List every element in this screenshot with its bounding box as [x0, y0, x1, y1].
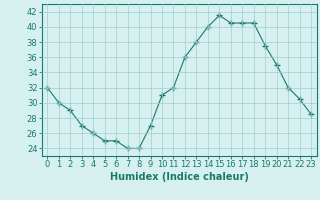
X-axis label: Humidex (Indice chaleur): Humidex (Indice chaleur) [110, 172, 249, 182]
